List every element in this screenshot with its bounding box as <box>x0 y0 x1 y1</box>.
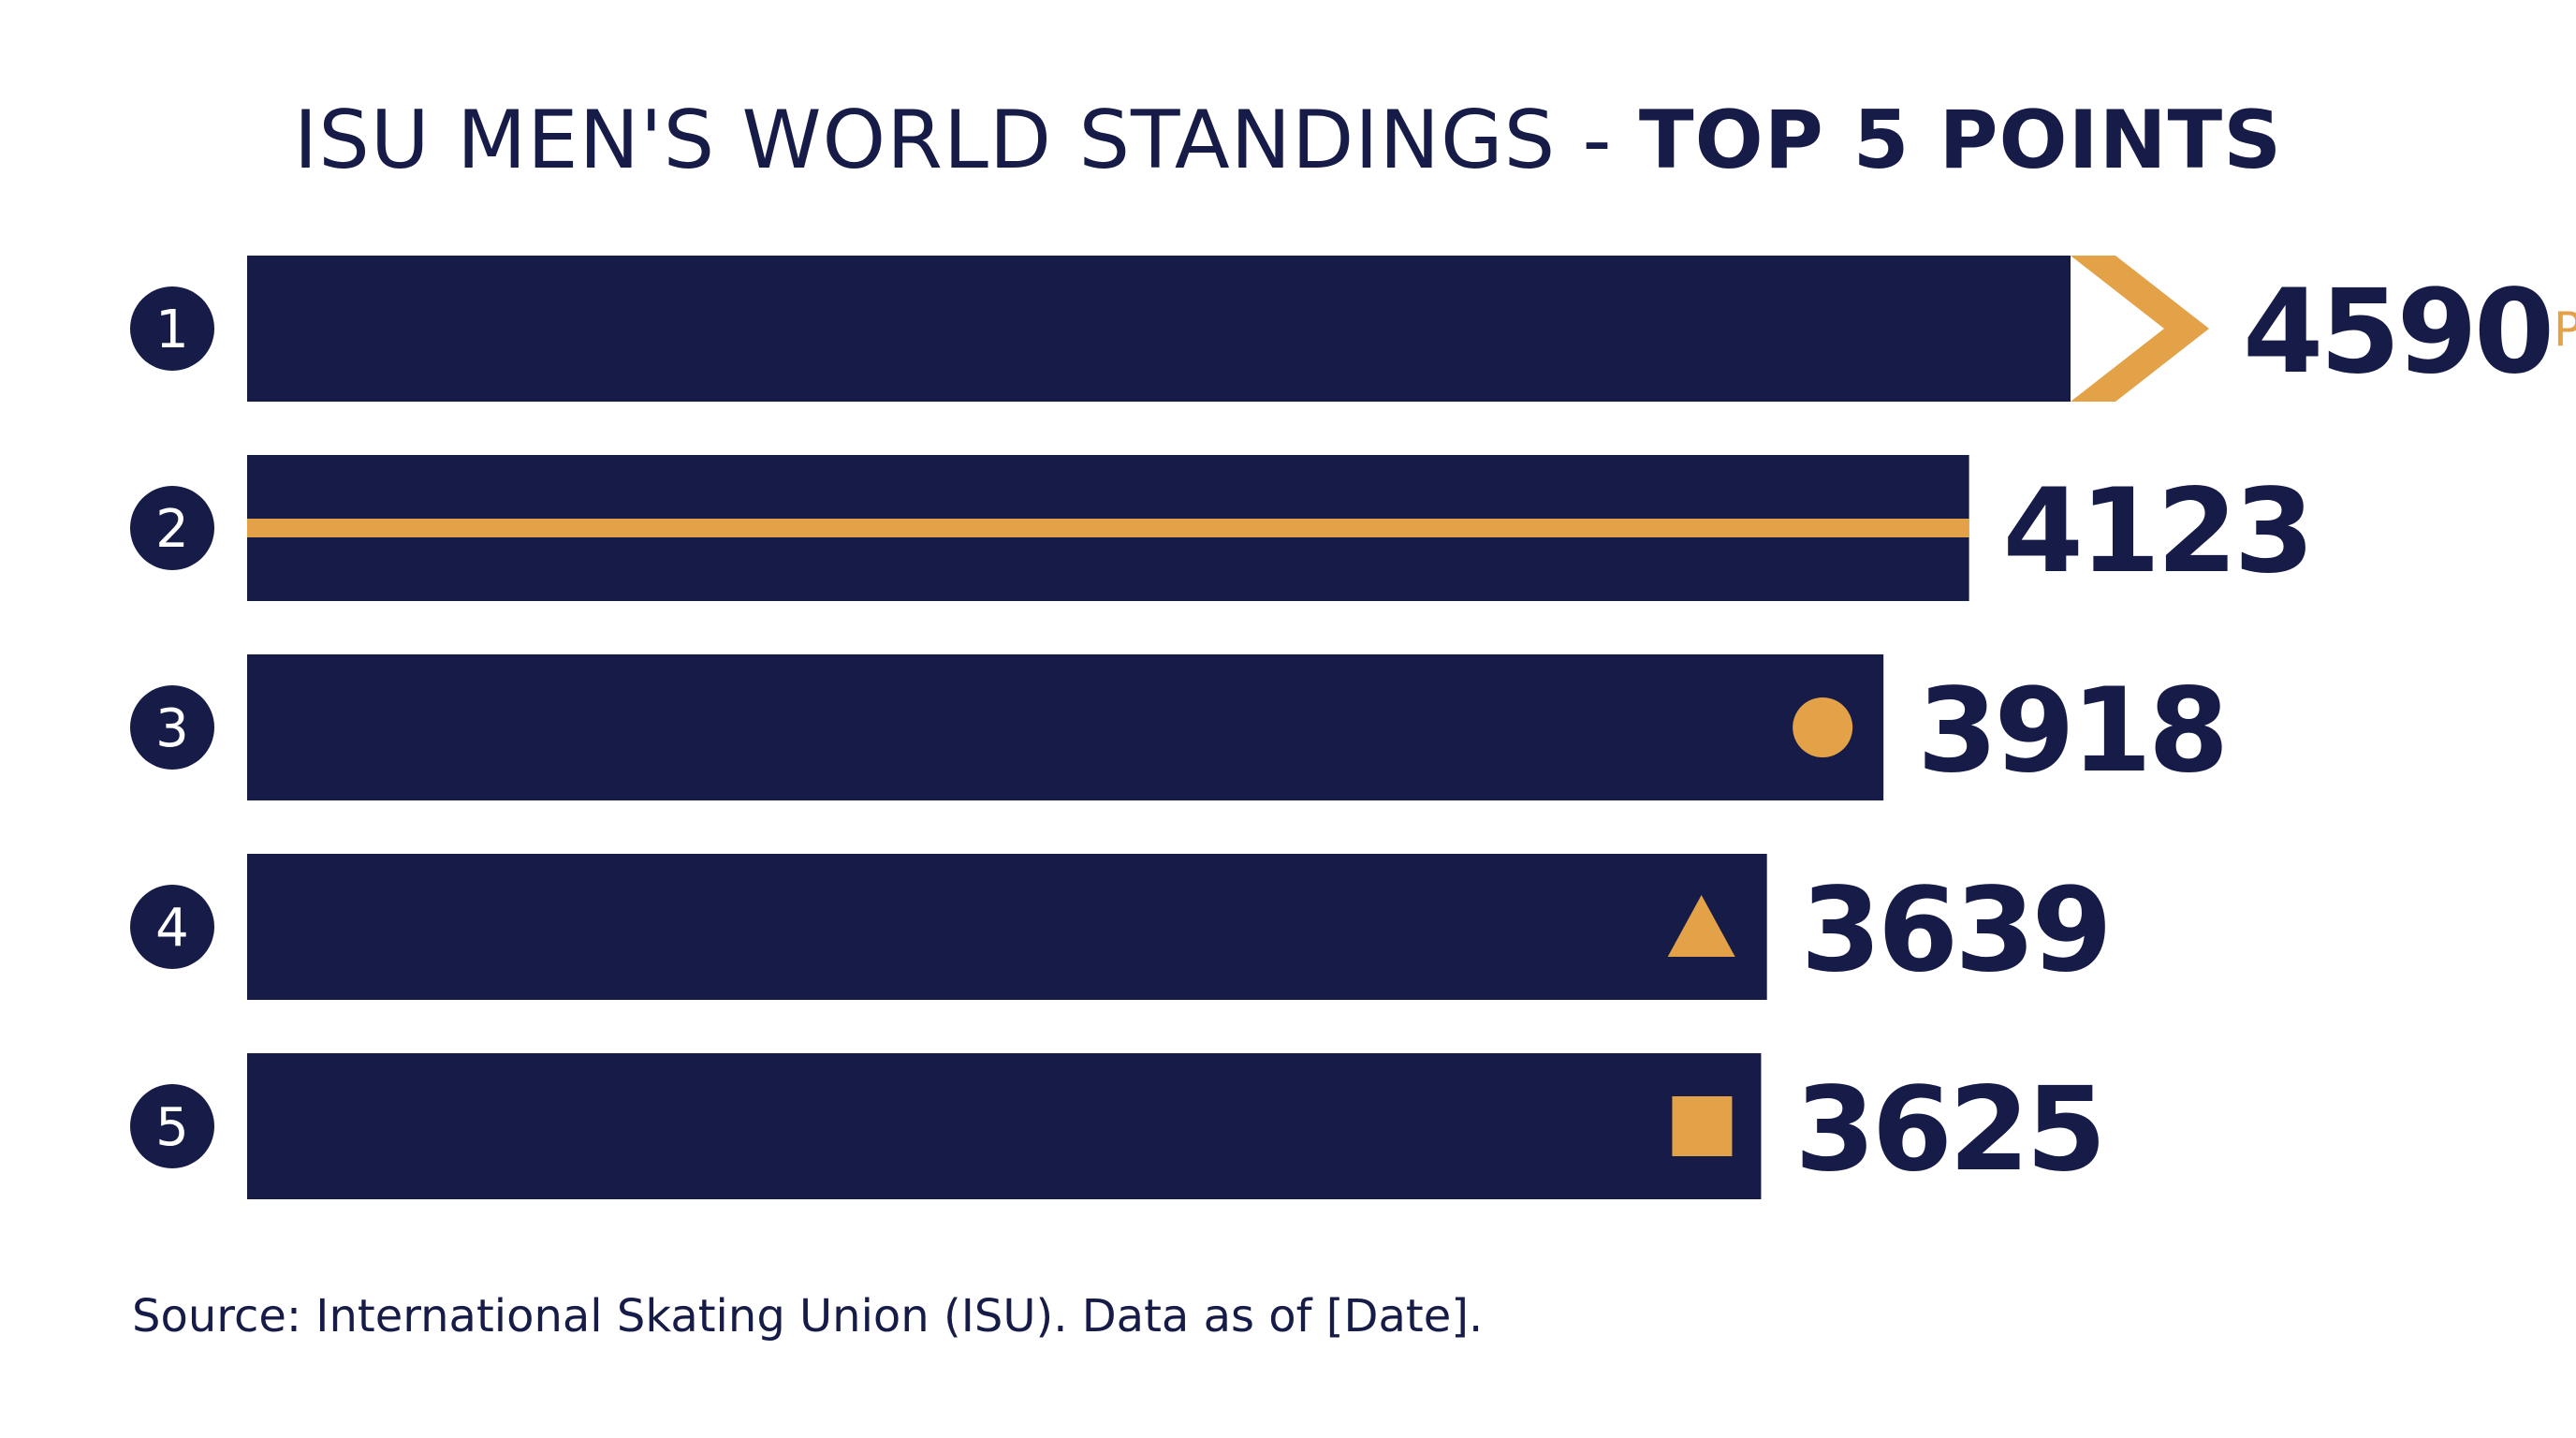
chevron-marker-rank-1 <box>2071 256 2209 402</box>
chart-title-emphasis: TOP 5 POINTS <box>1638 94 2283 187</box>
bar-rank-4 <box>247 854 1767 1000</box>
rank-4-badge <box>130 885 214 969</box>
rank-3-label: 3 <box>155 698 189 759</box>
bar-rank-5 <box>247 1053 1762 1199</box>
rank-5-badge <box>130 1084 214 1168</box>
bar-rank-1 <box>247 256 2071 402</box>
triangle-marker-rank-4 <box>1667 895 1735 957</box>
rank-1-label: 1 <box>155 300 189 360</box>
source-note: Source: International Skating Union (ISU… <box>132 1290 1484 1343</box>
square-marker-rank-5 <box>1672 1096 1733 1156</box>
stripe-marker-rank-2 <box>247 519 1969 537</box>
rank-2-label: 2 <box>155 499 189 560</box>
circle-marker-rank-3 <box>1793 697 1853 757</box>
value-label-rank-1: 4590 <box>2243 265 2551 400</box>
rank-1-badge <box>130 286 214 371</box>
rank-2-badge <box>130 486 214 570</box>
rank-4-label: 4 <box>155 898 189 959</box>
rank-3-badge <box>130 685 214 770</box>
value-label-rank-3: 3918 <box>1917 664 2225 799</box>
chart-title: ISU MEN'S WORLD STANDINGS - TOP 5 POINTS <box>0 94 2576 187</box>
value-label-rank-4: 3639 <box>1801 863 2109 998</box>
value-label-rank-2: 4123 <box>2003 464 2311 599</box>
points-unit-label: Points <box>2554 302 2576 357</box>
bar-rank-3 <box>247 654 1884 800</box>
value-label-rank-5: 3625 <box>1794 1063 2102 1197</box>
chart-title-main: ISU MEN'S WORLD STANDINGS - <box>293 94 1639 187</box>
rank-5-label: 5 <box>155 1097 189 1158</box>
